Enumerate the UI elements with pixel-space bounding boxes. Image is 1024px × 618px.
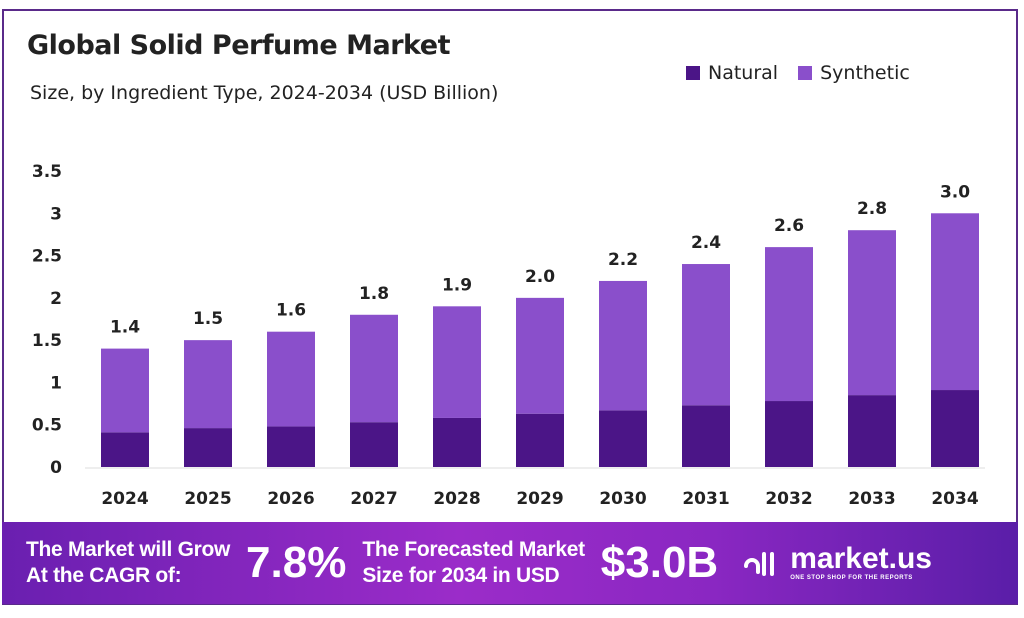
x-tick-label: 2030 [599, 489, 646, 509]
legend: Natural Synthetic [686, 62, 910, 84]
total-label: 1.8 [359, 284, 389, 304]
forecast-value: $3.0B [600, 538, 719, 587]
cagr-value: 7.8% [246, 538, 347, 587]
legend-item-synthetic: Synthetic [798, 62, 910, 84]
total-label: 2.6 [774, 216, 804, 236]
total-label: 1.6 [276, 301, 306, 321]
logo-mark-icon [744, 552, 775, 576]
x-tick-label: 2034 [931, 489, 978, 509]
forecast-label-line2: Size for 2034 in USD [362, 564, 560, 587]
bar-natural-2027 [350, 422, 398, 467]
bar-synthetic-2031 [682, 264, 730, 406]
y-tick-label: 3.5 [32, 162, 62, 182]
bar-natural-2031 [682, 405, 730, 467]
bar-natural-2028 [433, 417, 481, 467]
y-tick-label: 0 [50, 458, 62, 478]
x-tick-label: 2031 [682, 489, 729, 509]
total-label: 3.0 [940, 182, 970, 202]
logo-tagline: ONE STOP SHOP FOR THE REPORTS [790, 575, 913, 581]
y-tick-label: 1.5 [32, 331, 62, 351]
x-tick-label: 2027 [350, 489, 397, 509]
x-tick-label: 2026 [267, 489, 314, 509]
frame-border [2, 9, 1018, 605]
bar-synthetic-2027 [350, 314, 398, 423]
total-label: 1.4 [110, 318, 140, 338]
bar-natural-2030 [599, 410, 647, 467]
legend-swatch-synthetic [798, 66, 813, 80]
bar-synthetic-2024 [101, 348, 149, 433]
y-tick-label: 2.5 [32, 247, 62, 267]
cagr-label: The Market will Grow At the CAGR of: [26, 537, 230, 589]
chart-title: Global Solid Perfume Market [27, 30, 450, 61]
total-label: 2.8 [857, 199, 887, 219]
bar-natural-2024 [101, 432, 149, 467]
total-label: 1.5 [193, 309, 223, 329]
bar-synthetic-2033 [848, 230, 896, 396]
bar-natural-2026 [267, 426, 315, 467]
total-label: 2.2 [608, 250, 638, 270]
legend-label: Synthetic [820, 62, 910, 84]
y-tick-label: 1 [50, 373, 62, 393]
forecast-label: The Forecasted Market Size for 2034 in U… [362, 537, 585, 589]
x-tick-label: 2032 [765, 489, 812, 509]
bar-synthetic-2026 [267, 331, 315, 427]
bar-natural-2025 [184, 428, 232, 467]
cagr-label-line2: At the CAGR of: [26, 564, 182, 587]
y-tick-label: 0.5 [32, 416, 62, 436]
x-tick-label: 2028 [433, 489, 480, 509]
bar-natural-2034 [931, 390, 979, 467]
bar-natural-2029 [516, 413, 564, 467]
total-label: 2.4 [691, 233, 721, 253]
bar-chart: 0 0.5 1 1.5 2 2.5 3 3.5 1.4 2024 1.5 2025 1.6 2026 1.8… [32, 162, 985, 509]
forecast-label-line1: The Forecasted Market [362, 538, 585, 561]
logo-wordmark: market.us [790, 542, 932, 575]
bar-synthetic-2030 [599, 280, 647, 411]
total-label: 2.0 [525, 267, 555, 287]
x-tick-label: 2029 [516, 489, 563, 509]
y-tick-label: 3 [50, 204, 62, 224]
bar-natural-2032 [765, 401, 813, 467]
x-tick-label: 2024 [101, 489, 148, 509]
bar-synthetic-2025 [184, 340, 232, 429]
bar-synthetic-2032 [765, 247, 813, 402]
legend-item-natural: Natural [686, 62, 778, 84]
total-label: 1.9 [442, 275, 472, 295]
bar-synthetic-2034 [931, 213, 979, 391]
legend-label: Natural [708, 62, 779, 84]
legend-swatch-natural [686, 66, 700, 80]
bar-synthetic-2029 [516, 297, 564, 414]
y-tick-label: 2 [50, 289, 62, 309]
bar-natural-2033 [848, 395, 896, 467]
bar-synthetic-2028 [433, 306, 481, 418]
cagr-label-line1: The Market will Grow [26, 538, 231, 561]
summary-banner: The Market will Grow At the CAGR of: 7.8… [2, 522, 1018, 604]
chart-subtitle: Size, by Ingredient Type, 2024-2034 (USD… [30, 82, 499, 104]
market-us-logo: market.us ONE STOP SHOP FOR THE REPORTS [742, 544, 932, 582]
x-tick-label: 2033 [848, 489, 895, 509]
x-tick-label: 2025 [184, 489, 231, 509]
